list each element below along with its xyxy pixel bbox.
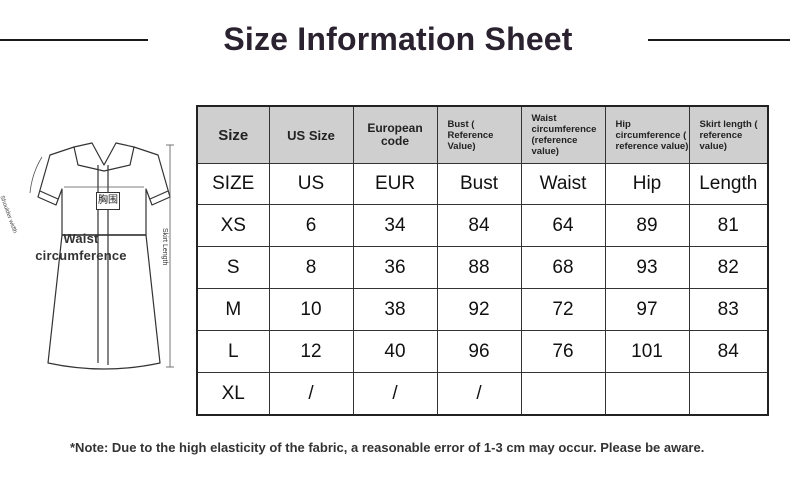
table-cell: 10 — [268, 288, 354, 331]
table-cell: 82 — [688, 246, 769, 289]
dress-outline-icon — [29, 142, 174, 370]
table-cell: 12 — [268, 330, 354, 373]
dress-illustration — [12, 135, 197, 390]
table-cell: / — [268, 372, 354, 416]
header-waist: Waist circumference (reference value) — [520, 105, 606, 164]
table-cell: 6 — [268, 204, 354, 247]
table-cell: 89 — [604, 204, 690, 247]
table-row: L 12 40 96 76 101 84 — [196, 330, 769, 373]
table-cell: L — [196, 330, 270, 373]
table-cell: 72 — [520, 288, 606, 331]
table-cell: 101 — [604, 330, 690, 373]
header-skirt-length: Skirt length ( reference value) — [688, 105, 769, 164]
table-cell: 64 — [520, 204, 606, 247]
title-divider-right — [648, 39, 790, 41]
title-divider-left — [0, 39, 148, 41]
bust-label: 胸围 — [96, 192, 120, 210]
table-cell: 8 — [268, 246, 354, 289]
table-cell: XS — [196, 204, 270, 247]
header-us-size: US Size — [268, 105, 354, 164]
fabric-note: *Note: Due to the high elasticity of the… — [70, 440, 705, 455]
table-cell: 36 — [352, 246, 438, 289]
header-size: Size — [196, 105, 270, 164]
table-cell: 88 — [436, 246, 522, 289]
table-cell: M — [196, 288, 270, 331]
table-cell: 97 — [604, 288, 690, 331]
table-cell: 84 — [688, 330, 769, 373]
table-cell: 68 — [520, 246, 606, 289]
table-unit-row: SIZE US EUR Bust Waist Hip Length — [196, 163, 769, 205]
table-row: XS 6 34 84 64 89 81 — [196, 204, 769, 247]
table-cell: XL — [196, 372, 270, 416]
table-cell: 93 — [604, 246, 690, 289]
table-cell — [604, 372, 690, 416]
table-cell: Bust — [436, 163, 522, 205]
table-cell: 81 — [688, 204, 769, 247]
waist-label: Waist circumference — [35, 231, 127, 263]
skirt-length-label: Skirt Length — [161, 228, 168, 266]
table-cell: / — [352, 372, 438, 416]
table-row: XL / / / — [196, 372, 769, 416]
header-hip: Hip circumference ( reference value) — [604, 105, 690, 164]
table-cell: 38 — [352, 288, 438, 331]
table-cell: EUR — [352, 163, 438, 205]
table-row: M 10 38 92 72 97 83 — [196, 288, 769, 331]
table-cell: Hip — [604, 163, 690, 205]
table-cell: SIZE — [196, 163, 270, 205]
table-cell: 84 — [436, 204, 522, 247]
table-cell — [688, 372, 769, 416]
header-bust: Bust ( Reference Value) — [436, 105, 522, 164]
table-cell: 92 — [436, 288, 522, 331]
table-cell: US — [268, 163, 354, 205]
table-cell: / — [436, 372, 522, 416]
table-cell: 96 — [436, 330, 522, 373]
table-cell: 83 — [688, 288, 769, 331]
table-cell — [520, 372, 606, 416]
table-cell: Waist — [520, 163, 606, 205]
table-header-row: Size US Size European code Bust ( Refere… — [196, 105, 769, 164]
table-row: S 8 36 88 68 93 82 — [196, 246, 769, 289]
table-cell: 34 — [352, 204, 438, 247]
table-cell: 40 — [352, 330, 438, 373]
table-cell: S — [196, 246, 270, 289]
table-cell: 76 — [520, 330, 606, 373]
page-title: Size Information Sheet — [223, 21, 573, 57]
header-european-code: European code — [352, 105, 438, 164]
table-cell: Length — [688, 163, 769, 205]
size-table: Size US Size European code Bust ( Refere… — [196, 105, 769, 416]
